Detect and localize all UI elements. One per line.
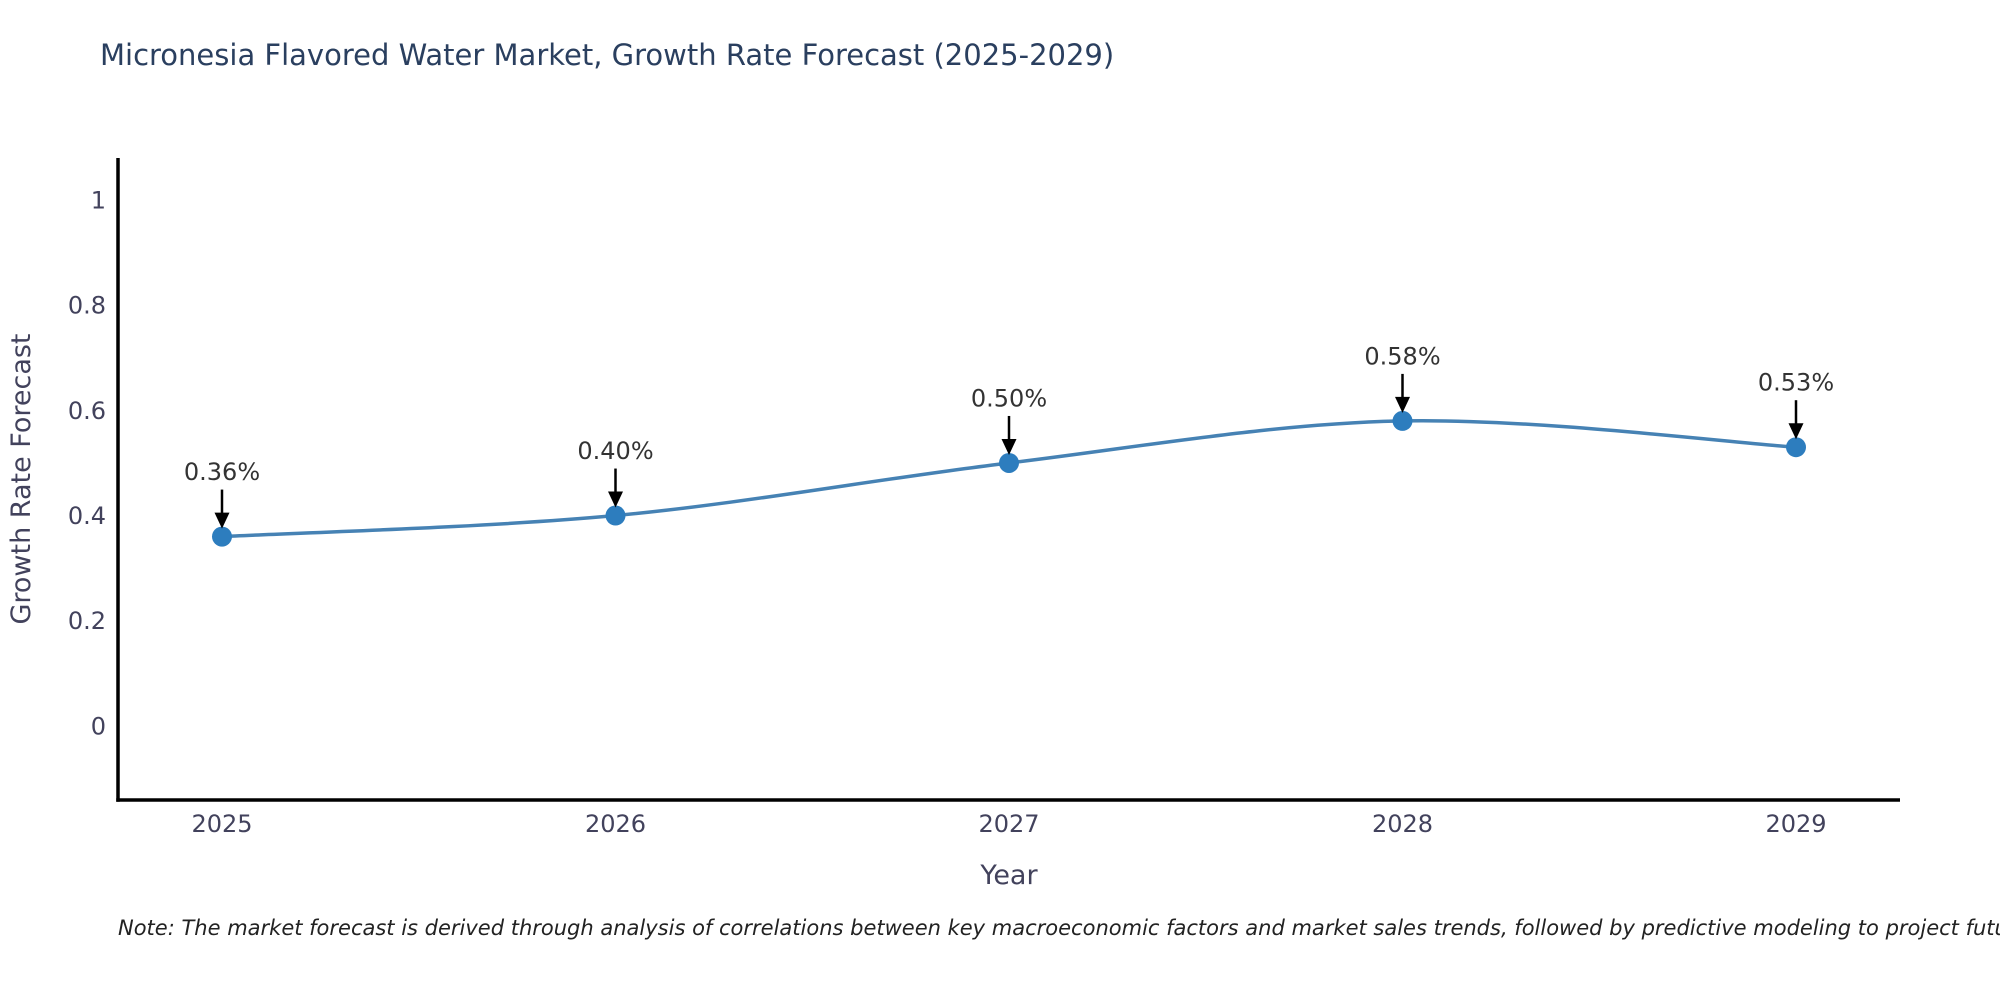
y-axis-title: Growth Rate Forecast: [6, 333, 37, 624]
data-point-label: 0.58%: [1364, 342, 1440, 370]
data-point-marker: [212, 526, 232, 547]
x-tick-label: 2026: [585, 810, 646, 838]
annotation-arrow-head: [1788, 423, 1804, 440]
annotation-arrow-head: [214, 512, 230, 529]
data-point-label: 0.40%: [577, 437, 653, 465]
data-point-marker: [605, 505, 626, 526]
data-point-label: 0.53%: [1758, 369, 1834, 397]
footnote: Note: The market forecast is derived thr…: [118, 916, 2000, 940]
annotation-arrow-head: [1001, 438, 1017, 455]
x-tick-label: 2025: [191, 810, 252, 838]
data-point-marker: [999, 452, 1019, 473]
y-tick-label: 1: [91, 186, 106, 214]
y-tick-label: 0.2: [68, 607, 106, 635]
annotation-arrow-head: [1395, 396, 1410, 413]
chart-title: Micronesia Flavored Water Market, Growth…: [100, 38, 1115, 72]
x-tick-label: 2028: [1372, 810, 1433, 838]
data-point-marker: [1786, 437, 1806, 458]
x-tick-label: 2027: [978, 810, 1039, 838]
data-point-label: 0.50%: [971, 384, 1047, 412]
y-tick-label: 0.6: [68, 397, 106, 425]
x-axis-title: Year: [979, 860, 1038, 891]
data-point-marker: [1392, 410, 1413, 431]
x-tick-label: 2029: [1765, 810, 1826, 838]
y-tick-label: 0: [91, 712, 106, 740]
y-tick-label: 0.8: [68, 292, 106, 320]
y-tick-label: 0.4: [68, 502, 106, 530]
annotation-arrow-head: [608, 491, 623, 508]
data-point-label: 0.36%: [184, 458, 260, 486]
